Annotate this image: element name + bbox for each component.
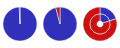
pie-chart	[43, 7, 77, 41]
pie-slice	[3, 7, 37, 41]
pie-ring	[83, 7, 117, 41]
pie-slice	[43, 7, 77, 41]
pie-ring	[3, 7, 37, 41]
pie-ring	[43, 7, 77, 41]
pie-ring	[90, 14, 110, 34]
pie-chart	[3, 7, 37, 41]
pie-chart	[83, 7, 117, 41]
pie-slice	[83, 7, 117, 41]
pie-slice	[56, 7, 60, 24]
pie-slice	[19, 7, 21, 24]
pie-slice	[90, 14, 110, 34]
chart	[0, 0, 120, 48]
